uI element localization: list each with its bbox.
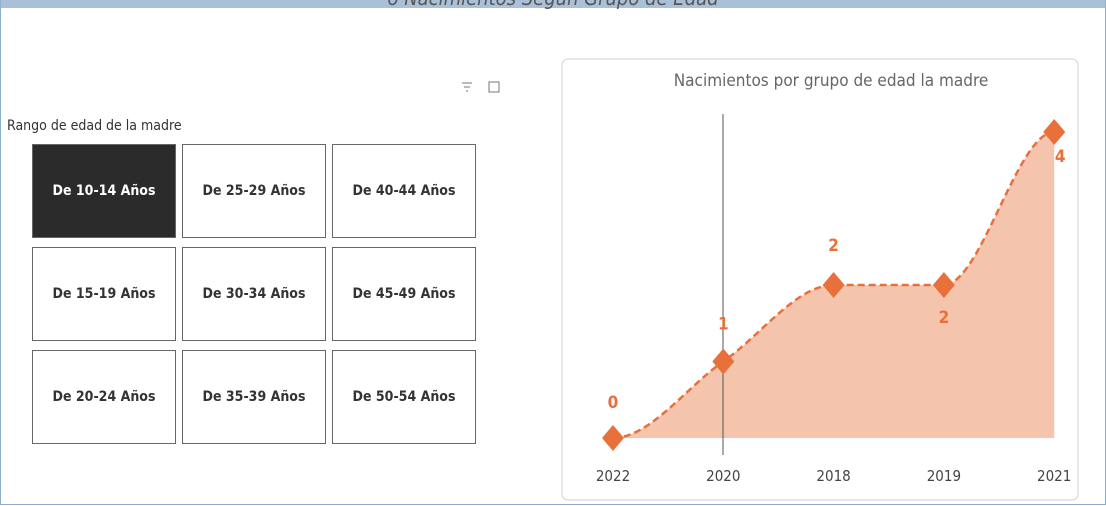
slicer-option[interactable]: De 40-44 Años xyxy=(332,144,476,238)
slicer-icons[interactable] xyxy=(462,81,500,93)
slicer-option[interactable]: De 25-29 Años xyxy=(182,144,326,238)
slicer-option[interactable]: De 20-24 Años xyxy=(32,350,176,444)
slicer-option[interactable]: De 35-39 Años xyxy=(182,350,326,444)
data-label: 2 xyxy=(939,308,950,328)
page-title: o Nacimientos Según Grupo de Edad xyxy=(1,0,1105,10)
x-tick-label: 2019 xyxy=(927,467,961,485)
x-tick-label: 2021 xyxy=(1037,467,1071,485)
slicer-option[interactable]: De 45-49 Años xyxy=(332,247,476,341)
marker xyxy=(1043,119,1066,145)
marker xyxy=(712,348,735,375)
slicer-option[interactable]: De 50-54 Años xyxy=(332,350,476,444)
slicer-label: Rango de edad de la madre xyxy=(7,118,182,134)
data-label: 0 xyxy=(608,393,619,413)
x-tick-label: 2018 xyxy=(816,467,850,485)
slicer-option[interactable]: De 15-19 Años xyxy=(32,247,176,341)
slicer-option[interactable]: De 10-14 Años xyxy=(32,144,176,238)
marker xyxy=(932,272,955,298)
title-bar xyxy=(1,0,1105,8)
x-tick-label: 2020 xyxy=(706,467,740,485)
line xyxy=(612,130,1055,440)
data-label: 2 xyxy=(828,236,839,256)
x-tick-label: 2022 xyxy=(596,467,630,485)
data-label: 4 xyxy=(1055,147,1066,167)
marker xyxy=(822,272,845,298)
marker xyxy=(602,425,624,451)
data-label: 1 xyxy=(718,315,729,335)
slicer-option[interactable]: De 30-34 Años xyxy=(182,247,326,341)
chart-title: Nacimientos por grupo de edad la madre xyxy=(674,71,989,91)
